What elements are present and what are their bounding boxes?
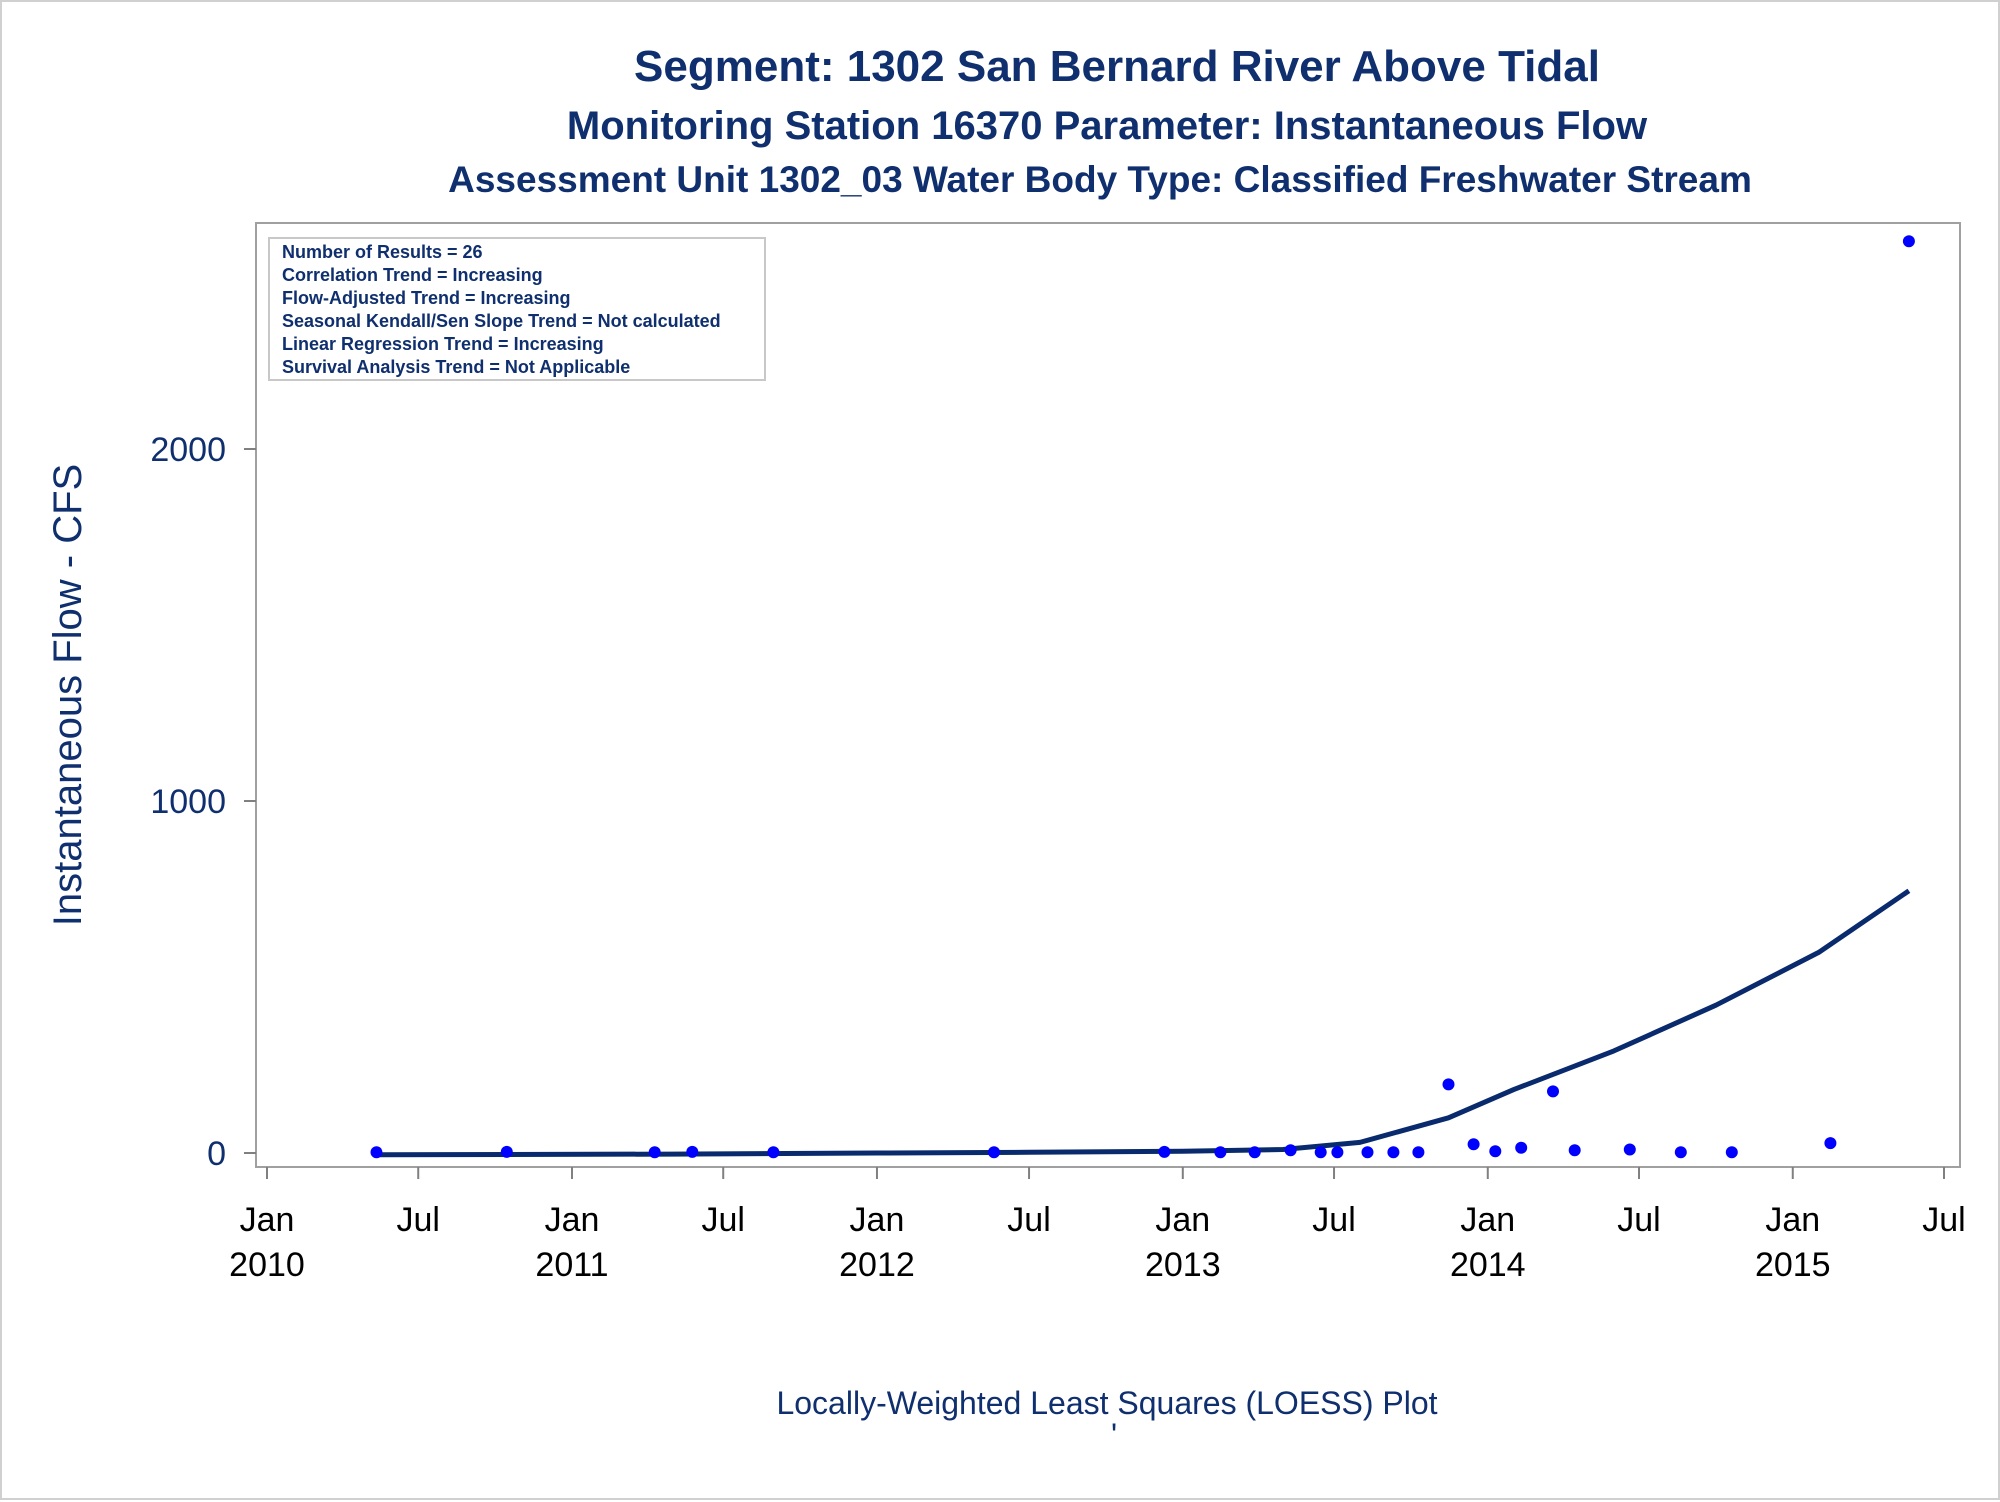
data-point: [1824, 1137, 1837, 1150]
y-axis: 0 1000 2000: [150, 431, 256, 1173]
data-point: [1361, 1146, 1374, 1159]
stats-number-of-results: Number of Results = 26: [282, 242, 483, 262]
title-line-3: Assessment Unit 1302_03 Water Body Type:…: [448, 159, 1752, 200]
stats-correlation-trend: Correlation Trend = Increasing: [282, 265, 543, 285]
x-tick-label: Jul: [1312, 1201, 1355, 1239]
footnote-mark: ': [1111, 1417, 1117, 1453]
data-point: [1284, 1144, 1297, 1157]
loess-line: [376, 888, 1911, 1158]
data-point: [1158, 1145, 1171, 1158]
data-point: [1331, 1146, 1344, 1159]
data-point: [1568, 1144, 1581, 1157]
y-axis-label: Instantaneous Flow - CFS: [46, 464, 90, 926]
x-tick-label: Jan: [545, 1201, 600, 1239]
x-tick-year-label: 2012: [839, 1246, 915, 1284]
loess-curve-layer: [376, 888, 1911, 1158]
x-axis: Jan 2010 Jul Jan 2011 Jul Jan 2012 Jul Jan 2013 Jul…: [229, 1166, 1966, 1284]
x-tick-label: Jul: [397, 1201, 440, 1239]
title-line-1: Segment: 1302 San Bernard River Above Ti…: [634, 42, 1600, 91]
data-point: [686, 1145, 699, 1158]
data-point: [988, 1146, 1000, 1159]
y-tick-label: 2000: [150, 431, 226, 469]
data-point: [1412, 1146, 1425, 1159]
x-tick-label: Jul: [1922, 1201, 1965, 1239]
data-point: [1902, 235, 1915, 248]
x-tick-label: Jul: [1007, 1201, 1050, 1239]
x-tick-label: Jul: [1617, 1201, 1660, 1239]
stats-box: Number of Results = 26 Correlation Trend…: [268, 237, 766, 381]
data-point: [500, 1145, 513, 1158]
data-point: [1725, 1146, 1738, 1159]
data-point: [1623, 1143, 1636, 1156]
data-point: [767, 1146, 780, 1159]
footnote-caption: Locally-Weighted Least Squares (LOESS) P…: [776, 1385, 1437, 1421]
data-point: [648, 1146, 661, 1159]
data-point: [1515, 1141, 1528, 1154]
data-point: [1467, 1138, 1480, 1151]
chart-titles: Segment: 1302 San Bernard River Above Ti…: [448, 42, 1752, 200]
data-point: [1214, 1146, 1227, 1159]
stats-survival-analysis-trend: Survival Analysis Trend = Not Applicable: [282, 357, 630, 377]
x-tick-year-label: 2013: [1145, 1246, 1221, 1284]
data-point: [1489, 1145, 1502, 1158]
data-point: [1547, 1085, 1559, 1098]
data-point: [1442, 1078, 1455, 1091]
data-point: [1314, 1146, 1327, 1159]
x-tick-year-label: 2015: [1755, 1246, 1831, 1284]
stats-box-frame: [268, 237, 766, 381]
data-point: [1674, 1146, 1687, 1159]
x-tick-year-label: 2014: [1450, 1246, 1526, 1284]
data-point: [1248, 1146, 1261, 1159]
stats-linear-regression-trend: Linear Regression Trend = Increasing: [282, 334, 604, 354]
x-tick-label: Jan: [1460, 1201, 1515, 1239]
x-tick-label: Jan: [240, 1201, 295, 1239]
x-tick-label: Jul: [701, 1201, 744, 1239]
stats-flow-adjusted-trend: Flow-Adjusted Trend = Increasing: [282, 288, 571, 308]
y-tick-label: 1000: [150, 783, 226, 821]
stats-seasonal-kendall-trend: Seasonal Kendall/Sen Slope Trend = Not c…: [282, 311, 721, 331]
title-line-2: Monitoring Station 16370 Parameter: Inst…: [567, 104, 1648, 148]
data-point: [1387, 1146, 1400, 1159]
data-point: [370, 1146, 383, 1159]
x-tick-label: Jan: [1155, 1201, 1210, 1239]
x-tick-label: Jan: [1765, 1201, 1820, 1239]
y-tick-label: 0: [207, 1135, 226, 1173]
x-tick-year-label: 2011: [535, 1246, 608, 1284]
x-tick-label: Jan: [850, 1201, 905, 1239]
data-points-layer: [370, 235, 1915, 1159]
x-tick-year-label: 2010: [229, 1246, 305, 1284]
